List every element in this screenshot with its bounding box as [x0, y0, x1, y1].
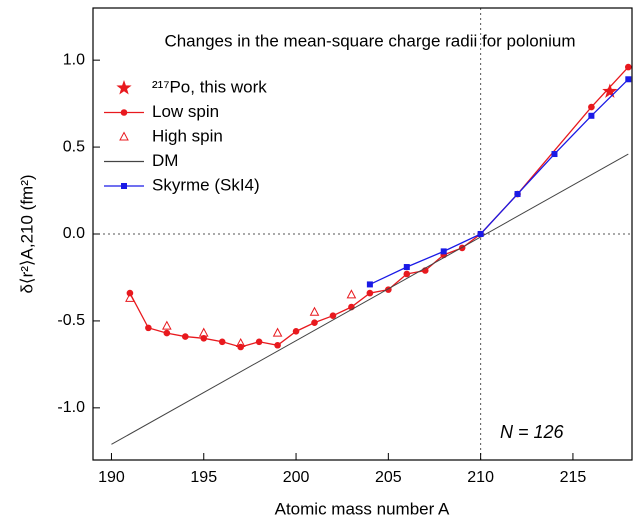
legend-label: High spin	[152, 126, 223, 145]
point	[588, 112, 595, 119]
legend-label: DM	[152, 151, 178, 170]
point	[602, 83, 618, 98]
y-tick-label: -0.5	[57, 312, 85, 329]
legend-label: Skyrme (SkI4)	[152, 175, 260, 194]
point	[163, 329, 171, 337]
point	[477, 231, 484, 237]
x-tick-label: 190	[98, 469, 125, 486]
point	[235, 337, 246, 348]
x-tick-label: 195	[190, 469, 217, 486]
y-tick-label: 1.0	[63, 51, 85, 68]
point	[366, 289, 374, 297]
point	[218, 338, 226, 346]
point	[274, 341, 281, 349]
x-tick-label: 205	[375, 469, 402, 486]
point	[125, 292, 135, 302]
plot-frame	[92, 7, 633, 461]
y-tick-label: 0.5	[63, 138, 85, 155]
point	[272, 327, 283, 337]
point	[346, 289, 357, 299]
point	[181, 333, 189, 340]
point	[162, 320, 172, 330]
point	[625, 63, 632, 71]
annotation: N = 126	[500, 422, 565, 442]
point	[551, 151, 558, 158]
x-tick-label: 200	[283, 469, 310, 486]
point	[311, 319, 318, 326]
point	[329, 312, 337, 320]
point	[625, 76, 632, 83]
x-tick-label: 210	[467, 469, 494, 486]
point	[198, 327, 209, 337]
point	[403, 270, 411, 278]
chart-title: Changes in the mean-square charge radii …	[164, 31, 575, 50]
point	[403, 264, 410, 271]
legend-marker	[121, 183, 127, 189]
series-line	[369, 78, 629, 286]
legend-marker	[116, 80, 132, 95]
point	[366, 281, 373, 288]
legend-marker	[119, 131, 129, 141]
point	[255, 338, 263, 346]
point	[309, 306, 320, 316]
point	[200, 335, 208, 342]
point	[514, 191, 521, 198]
y-tick-label: -1.0	[57, 399, 85, 416]
series-line	[111, 153, 629, 445]
x-axis-label: Atomic mass number A	[275, 499, 450, 518]
point	[145, 324, 152, 332]
legend-label: ²¹⁷Po, this work	[152, 77, 267, 96]
legend-label: Low spin	[152, 102, 219, 121]
legend-marker	[120, 109, 128, 116]
y-axis-label: δ⟨r²⟩A,210 (fm²)	[17, 174, 36, 293]
point	[440, 248, 447, 255]
point	[292, 328, 300, 335]
point	[588, 103, 595, 111]
x-tick-label: 215	[560, 469, 587, 486]
y-tick-label: 0.0	[63, 225, 85, 242]
